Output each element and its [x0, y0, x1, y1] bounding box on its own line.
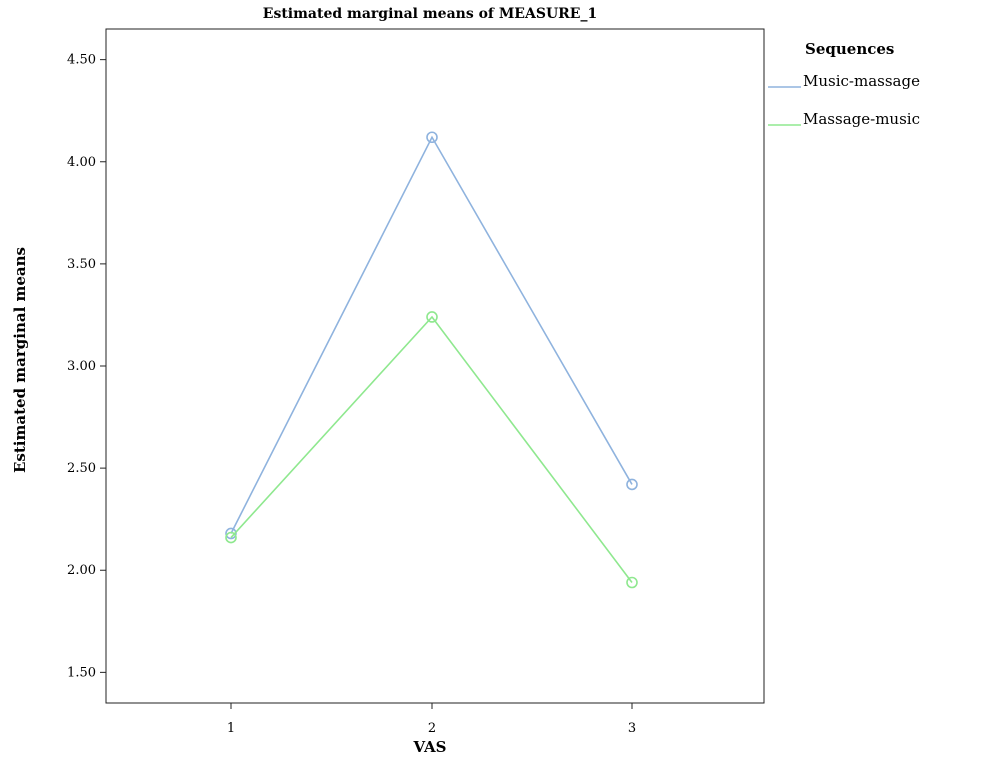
y-tick-label: 3.00: [67, 359, 96, 374]
series-line-2: [230, 315, 633, 583]
y-tick-label: 2.50: [67, 461, 96, 476]
data-point: [426, 131, 438, 144]
plot-frame: [105, 28, 765, 704]
x-tick-label: 2: [428, 721, 436, 736]
y-tick-label: 2.00: [67, 563, 96, 578]
series-layer: [225, 131, 638, 589]
x-axis-label: VAS: [413, 738, 447, 756]
data-point: [626, 478, 638, 491]
data-point: [225, 531, 237, 544]
y-tick-label: 4.00: [67, 155, 96, 170]
x-tick-label: 1: [227, 721, 235, 736]
y-tick-label: 1.50: [67, 665, 96, 680]
y-axis-label: Estimated marginal means: [11, 247, 29, 473]
legend-title: Sequences: [805, 40, 894, 58]
data-point: [225, 527, 237, 540]
legend-label: Massage-music: [803, 110, 920, 128]
data-point: [426, 311, 438, 323]
series-line-1: [230, 135, 633, 534]
legend: Music-massage Massage-music: [768, 72, 920, 128]
data-point: [626, 576, 638, 589]
legend-label: Music-massage: [803, 72, 920, 90]
y-axis: 1.50 2.00 2.50 3.00 3.50 4.00 4.50: [67, 53, 106, 680]
x-tick-label: 3: [628, 721, 636, 736]
y-tick-label: 4.50: [67, 53, 96, 68]
x-axis: 1 2 3: [227, 703, 636, 736]
chart-title: Estimated marginal means of MEASURE_1: [263, 6, 597, 22]
y-tick-label: 3.50: [67, 257, 96, 272]
